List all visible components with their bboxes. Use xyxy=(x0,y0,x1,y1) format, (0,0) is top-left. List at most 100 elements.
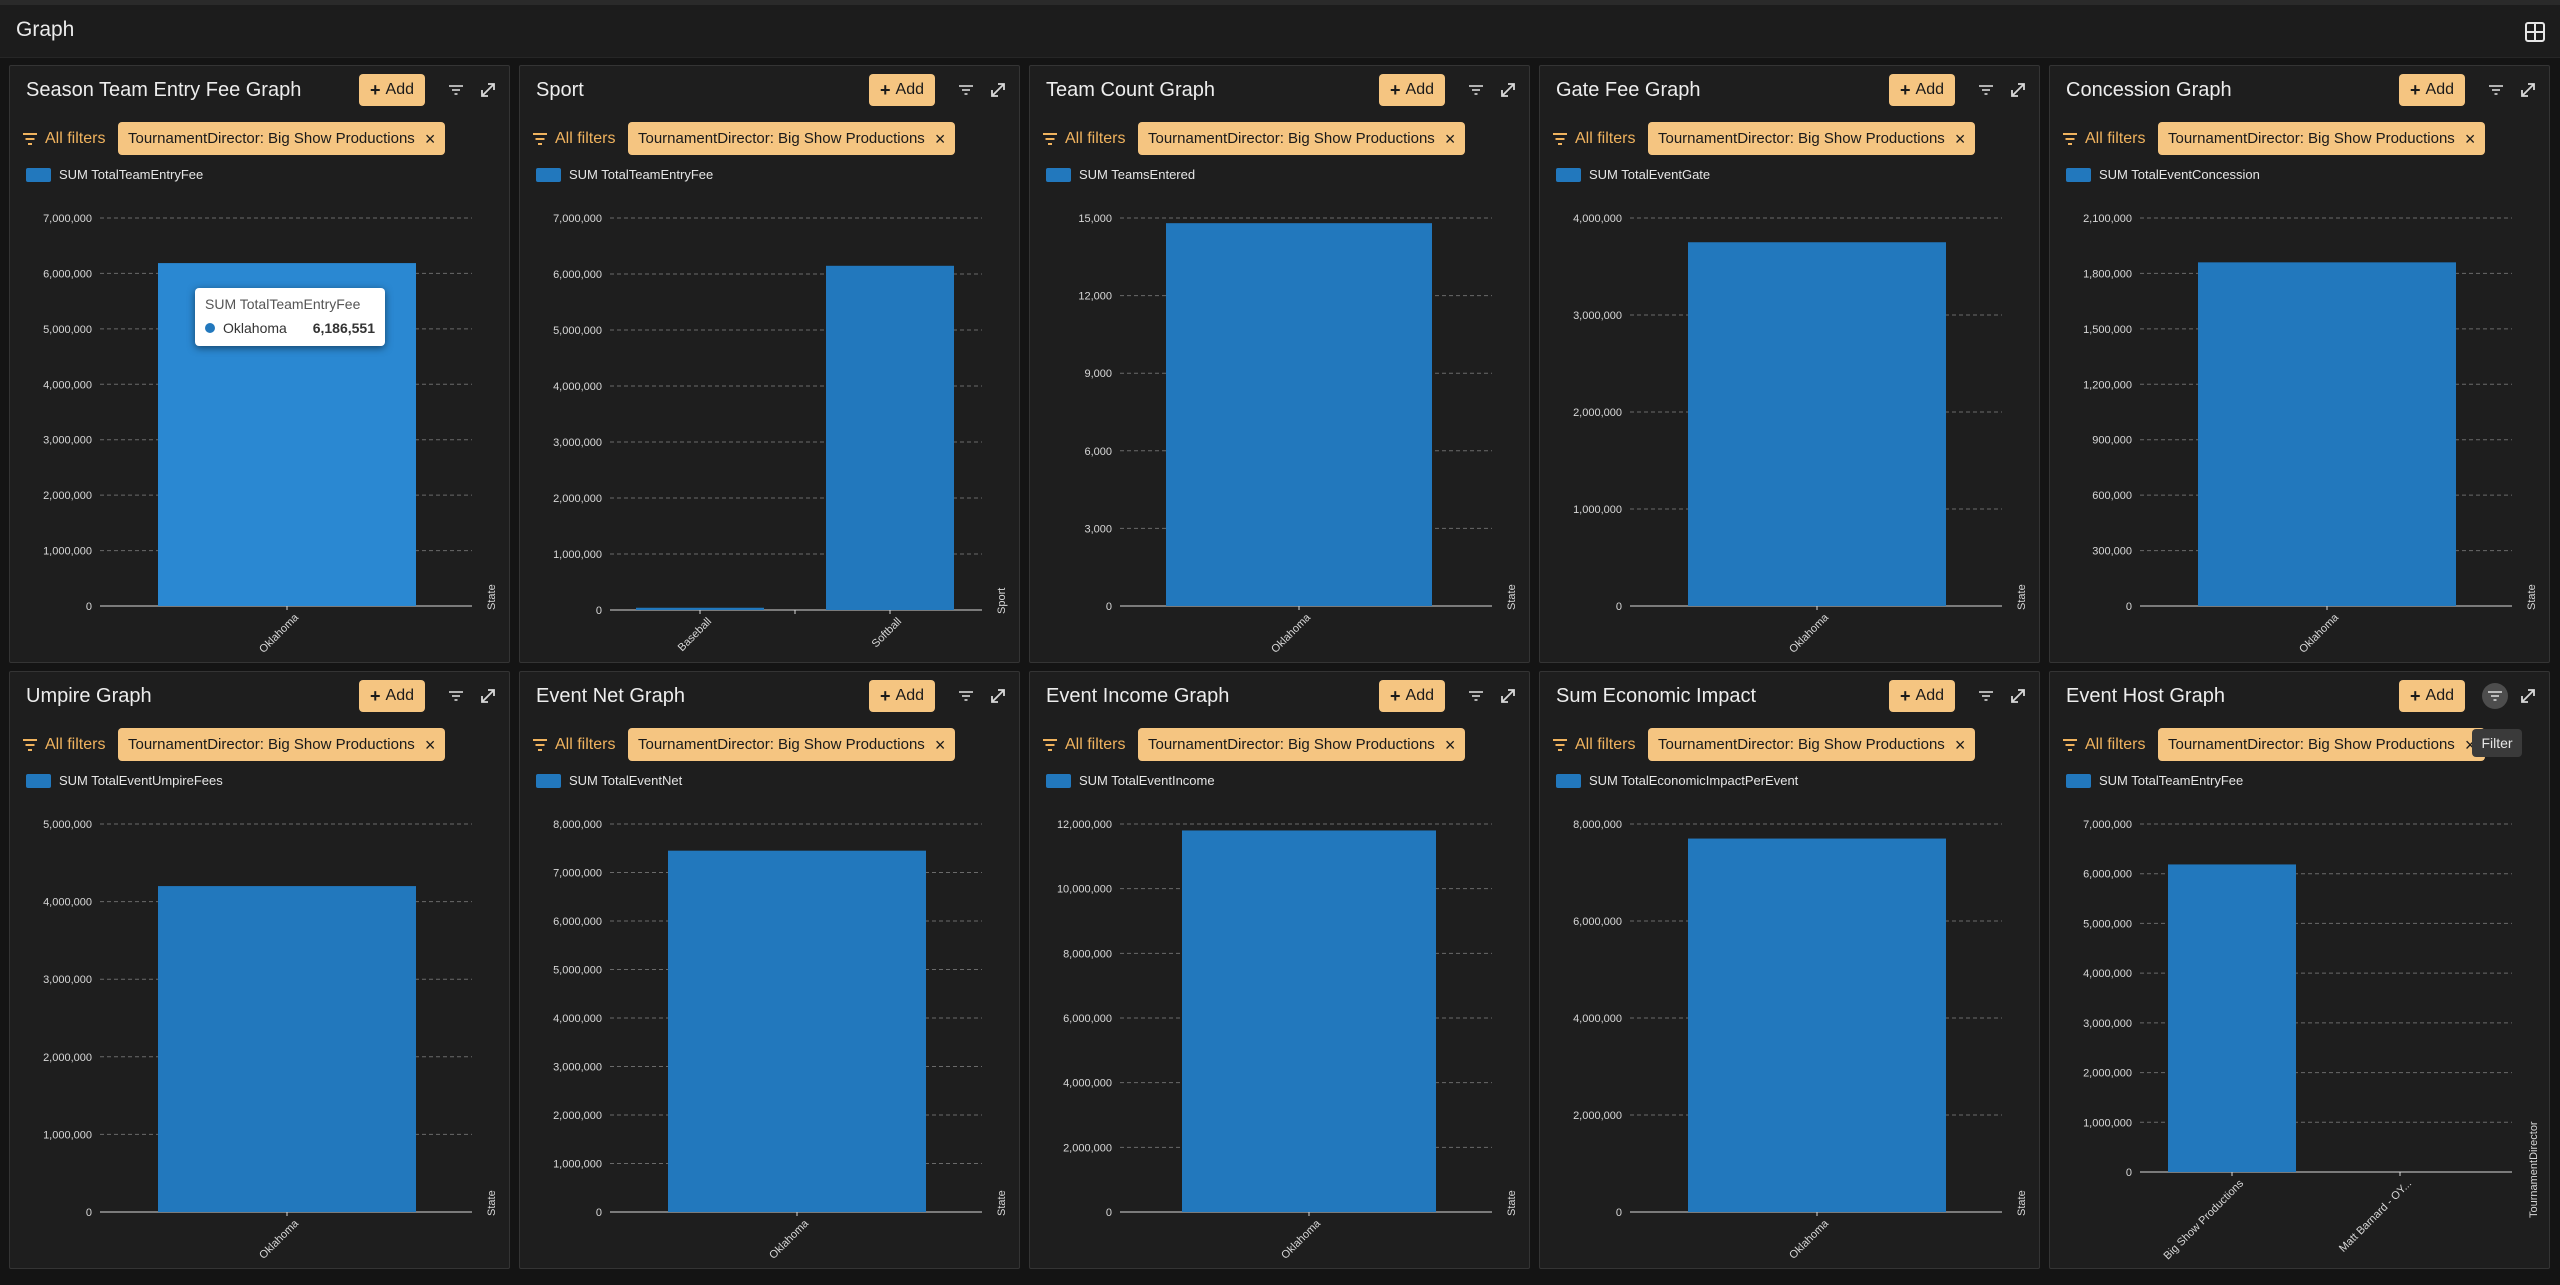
filter-chip[interactable]: TournamentDirector: Big Show Productions… xyxy=(1138,122,1466,155)
close-icon[interactable]: × xyxy=(934,734,946,755)
all-filters-button[interactable]: All filters xyxy=(1552,736,1635,754)
expand-icon[interactable] xyxy=(988,80,1008,100)
add-button[interactable]: + Add xyxy=(1379,680,1445,712)
close-icon[interactable]: × xyxy=(424,734,436,755)
filter-icon[interactable] xyxy=(1466,686,1486,706)
filter-chip[interactable]: TournamentDirector: Big Show Productions… xyxy=(118,728,446,761)
chart-legend[interactable]: SUM TotalEventConcession xyxy=(2066,167,2260,182)
close-icon[interactable]: × xyxy=(2464,734,2476,755)
bar-oklahoma[interactable] xyxy=(1688,242,1946,606)
filter-chip[interactable]: TournamentDirector: Big Show Productions… xyxy=(1648,122,1976,155)
chart-legend[interactable]: SUM TotalTeamEntryFee xyxy=(26,167,203,182)
bar-softball[interactable] xyxy=(826,265,954,610)
bar-oklahoma[interactable] xyxy=(1166,223,1432,606)
close-icon[interactable]: × xyxy=(1954,734,1966,755)
filter-chip[interactable]: TournamentDirector: Big Show Productions… xyxy=(2158,728,2486,761)
all-filters-button[interactable]: All filters xyxy=(1042,130,1125,148)
add-button[interactable]: + Add xyxy=(359,74,425,106)
y-tick-label: 2,000,000 xyxy=(553,1110,602,1122)
expand-icon[interactable] xyxy=(1498,80,1518,100)
chart-legend[interactable]: SUM TotalEventNet xyxy=(536,773,682,788)
chart-legend[interactable]: SUM TeamsEntered xyxy=(1046,167,1195,182)
all-filters-button[interactable]: All filters xyxy=(2062,130,2145,148)
close-icon[interactable]: × xyxy=(424,128,436,149)
add-label: Add xyxy=(1915,81,1944,98)
bar-oklahoma[interactable] xyxy=(1688,838,1946,1212)
y-tick-label: 0 xyxy=(1616,601,1622,613)
chart-legend[interactable]: SUM TotalTeamEntryFee xyxy=(536,167,713,182)
filter-chip[interactable]: TournamentDirector: Big Show Productions… xyxy=(1648,728,1976,761)
add-button[interactable]: + Add xyxy=(1379,74,1445,106)
filter-icon[interactable] xyxy=(1466,80,1486,100)
all-filters-button[interactable]: All filters xyxy=(532,736,615,754)
filter-icon[interactable] xyxy=(2482,683,2508,709)
add-button[interactable]: + Add xyxy=(2399,680,2465,712)
bar-big-show-productions[interactable] xyxy=(2168,864,2296,1172)
filter-chip[interactable]: TournamentDirector: Big Show Productions… xyxy=(628,122,956,155)
close-icon[interactable]: × xyxy=(934,128,946,149)
filter-chip[interactable]: TournamentDirector: Big Show Productions… xyxy=(2158,122,2486,155)
chart-legend[interactable]: SUM TotalTeamEntryFee xyxy=(2066,773,2243,788)
x-tick-label: Oklahoma xyxy=(257,1217,302,1262)
chart-legend[interactable]: SUM TotalEventUmpireFees xyxy=(26,773,223,788)
expand-icon[interactable] xyxy=(988,686,1008,706)
filter-chip[interactable]: TournamentDirector: Big Show Productions… xyxy=(628,728,956,761)
chart-legend[interactable]: SUM TotalEventIncome xyxy=(1046,773,1215,788)
add-button[interactable]: + Add xyxy=(869,74,935,106)
grid-icon[interactable] xyxy=(2524,21,2546,43)
expand-icon[interactable] xyxy=(2008,80,2028,100)
expand-icon[interactable] xyxy=(478,686,498,706)
filter-icon[interactable] xyxy=(446,80,466,100)
close-icon[interactable]: × xyxy=(2464,128,2476,149)
expand-icon[interactable] xyxy=(2008,686,2028,706)
bar-oklahoma[interactable] xyxy=(1182,830,1436,1212)
filter-chip-label: TournamentDirector: Big Show Productions xyxy=(1148,130,1435,147)
filter-icon[interactable] xyxy=(1976,686,1996,706)
add-button[interactable]: + Add xyxy=(2399,74,2465,106)
chart-legend[interactable]: SUM TotalEventGate xyxy=(1556,167,1710,182)
add-button[interactable]: + Add xyxy=(1889,74,1955,106)
filter-chip[interactable]: TournamentDirector: Big Show Productions… xyxy=(1138,728,1466,761)
filter-icon[interactable] xyxy=(446,686,466,706)
y-tick-label: 6,000,000 xyxy=(553,269,602,281)
filter-lines-icon xyxy=(1553,739,1567,751)
expand-icon[interactable] xyxy=(2518,686,2538,706)
all-filters-button[interactable]: All filters xyxy=(1552,130,1635,148)
filter-chip-label: TournamentDirector: Big Show Productions xyxy=(2168,736,2455,753)
bar-oklahoma[interactable] xyxy=(668,850,926,1212)
bar-oklahoma[interactable] xyxy=(158,886,416,1212)
filter-icon[interactable] xyxy=(1976,80,1996,100)
filter-icon[interactable] xyxy=(956,80,976,100)
expand-icon[interactable] xyxy=(2518,80,2538,100)
all-filters-button[interactable]: All filters xyxy=(1042,736,1125,754)
bar-chart: 0 1,000,000 2,000,000 3,000,000 4,000,000 5,0… xyxy=(2083,819,2540,1262)
all-filters-button[interactable]: All filters xyxy=(532,130,615,148)
panel-title: Sport xyxy=(536,79,584,101)
legend-label: SUM TotalTeamEntryFee xyxy=(59,167,204,182)
expand-icon[interactable] xyxy=(478,80,498,100)
close-icon[interactable]: × xyxy=(1954,128,1966,149)
all-filters-button[interactable]: All filters xyxy=(22,736,105,754)
all-filters-button[interactable]: All filters xyxy=(2062,736,2145,754)
filter-lines-icon xyxy=(1553,133,1567,145)
close-icon[interactable]: × xyxy=(1444,734,1456,755)
bar-oklahoma[interactable] xyxy=(2198,262,2456,606)
panel-title: Event Income Graph xyxy=(1046,685,1230,707)
y-tick-label: 6,000,000 xyxy=(2083,869,2132,881)
add-button[interactable]: + Add xyxy=(869,680,935,712)
filter-icon[interactable] xyxy=(2486,80,2506,100)
close-icon[interactable]: × xyxy=(1444,128,1456,149)
tooltip-value: 6,186,551 xyxy=(312,320,375,336)
bar-baseball[interactable] xyxy=(636,607,764,610)
all-filters-button[interactable]: All filters xyxy=(22,130,105,148)
filter-chip[interactable]: TournamentDirector: Big Show Productions… xyxy=(118,122,446,155)
add-label: Add xyxy=(895,81,924,98)
filter-icon[interactable] xyxy=(956,686,976,706)
y-tick-label: 7,000,000 xyxy=(553,213,602,225)
expand-icon[interactable] xyxy=(1498,686,1518,706)
add-button[interactable]: + Add xyxy=(1889,680,1955,712)
x-tick-label: Big Show Productions xyxy=(2162,1177,2247,1262)
chart-legend[interactable]: SUM TotalEconomicImpactPerEvent xyxy=(1556,773,1798,788)
add-button[interactable]: + Add xyxy=(359,680,425,712)
y-tick-label: 3,000,000 xyxy=(1573,310,1622,322)
